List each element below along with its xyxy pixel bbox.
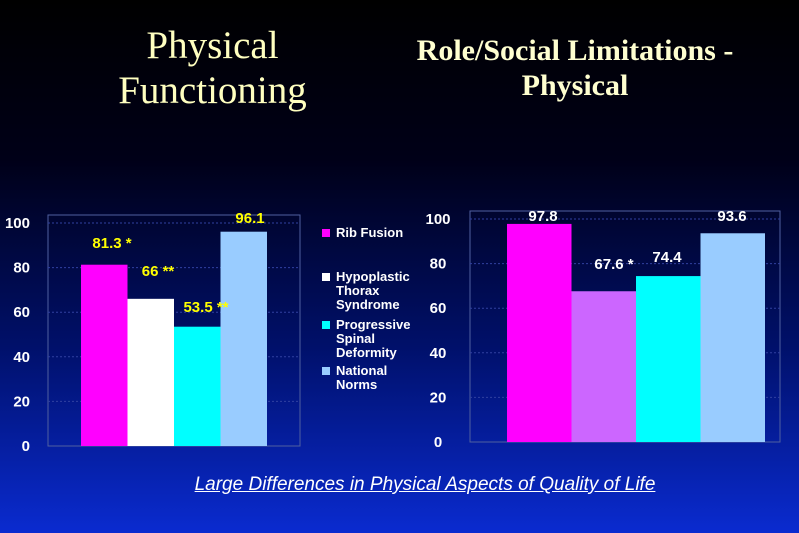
left-bar — [81, 264, 128, 446]
right-y-tick-label: 60 — [430, 300, 447, 317]
legend-swatch — [322, 273, 330, 281]
legend-label: Norms — [336, 377, 377, 392]
legend-swatch — [322, 367, 330, 375]
left-data-label: 96.1 — [235, 210, 264, 227]
left-bar — [174, 326, 221, 446]
left-data-label: 66 ** — [142, 263, 175, 280]
left-chart-title-text: Physical Functioning — [118, 24, 307, 112]
legend-label: Syndrome — [336, 297, 400, 312]
right-chart-title-text: Role/Social Limitations - Physical — [416, 34, 734, 102]
right-y-tick-label: 40 — [430, 345, 447, 362]
legend-label: National — [336, 363, 387, 378]
left-y-tick-label: 0 — [22, 438, 30, 455]
left-data-label: 81.3 * — [92, 235, 131, 252]
right-bar — [636, 276, 701, 442]
right-y-tick-label: 20 — [430, 389, 447, 406]
legend-label: Deformity — [336, 345, 397, 360]
left-bar — [220, 231, 267, 446]
right-y-tick-label: 0 — [434, 434, 442, 451]
right-y-tick-label: 80 — [430, 256, 447, 273]
legend-label: Rib Fusion — [336, 225, 403, 240]
right-chart-title: Role/Social Limitations - Physical — [405, 34, 745, 103]
right-data-label: 97.8 — [528, 208, 557, 225]
legend-label: Spinal — [336, 331, 375, 346]
left-data-label: 53.5 ** — [183, 299, 228, 316]
right-bar — [507, 223, 572, 442]
left-y-tick-label: 80 — [13, 260, 30, 277]
legend-label: Thorax — [336, 283, 380, 298]
footer-caption: Large Differences in Physical Aspects of… — [194, 474, 656, 495]
right-data-label: 93.6 — [717, 208, 746, 225]
left-bar — [127, 298, 174, 446]
right-data-label: 67.6 * — [594, 256, 633, 273]
right-data-label: 74.4 — [652, 249, 682, 266]
legend-swatch — [322, 321, 330, 329]
right-y-tick-label: 100 — [425, 211, 450, 228]
right-bar — [700, 233, 765, 442]
left-chart-title: Physical Functioning — [95, 24, 330, 114]
left-y-tick-label: 20 — [13, 393, 30, 410]
left-y-tick-label: 100 — [5, 215, 30, 232]
right-bar — [571, 291, 636, 442]
legend-label: Progressive — [336, 317, 410, 332]
legend-swatch — [322, 229, 330, 237]
left-y-tick-label: 40 — [13, 349, 30, 366]
left-y-tick-label: 60 — [13, 304, 30, 321]
legend-label: Hypoplastic — [336, 269, 410, 284]
